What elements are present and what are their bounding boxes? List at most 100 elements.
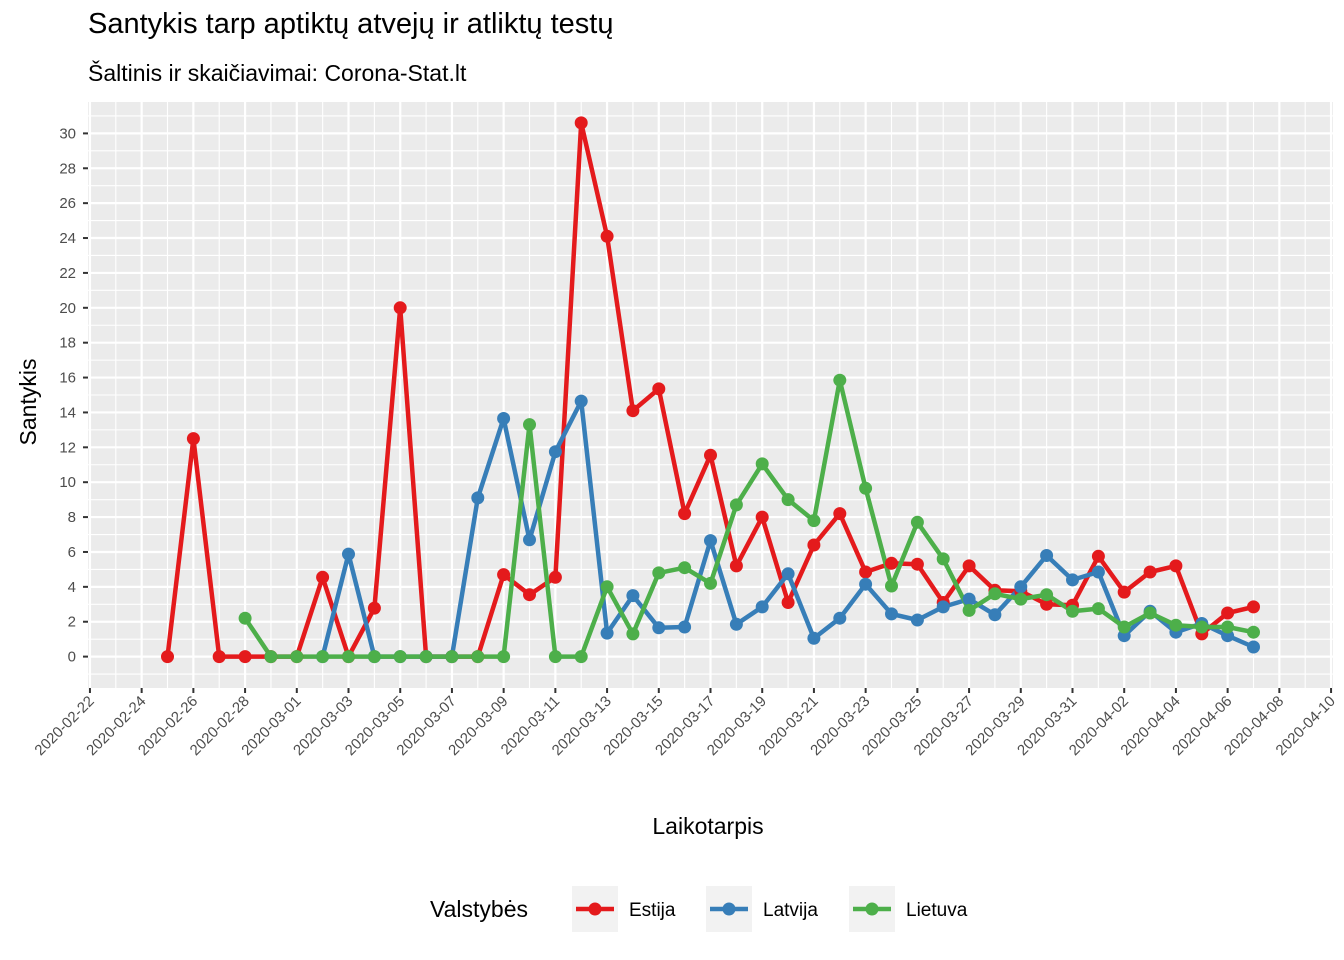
- data-point-latvija: [471, 491, 485, 505]
- data-point-latvija: [859, 577, 873, 591]
- data-point-latvija: [342, 547, 355, 561]
- data-point-lietuva: [962, 603, 976, 617]
- y-axis-title: Santykis: [15, 359, 41, 446]
- data-point-lietuva: [445, 650, 459, 664]
- data-point-latvija: [781, 567, 795, 581]
- legend-label-latvija: Latvija: [763, 900, 818, 921]
- data-point-latvija: [807, 631, 821, 645]
- data-point-lietuva: [833, 373, 847, 387]
- data-point-estija: [807, 538, 821, 552]
- data-point-lietuva: [1066, 604, 1079, 618]
- y-tick-label: 18: [59, 335, 76, 352]
- y-tick-label: 6: [68, 544, 76, 561]
- data-point-latvija: [678, 620, 692, 634]
- data-point-lietuva: [600, 580, 614, 594]
- data-point-latvija: [1066, 573, 1079, 587]
- data-point-latvija: [704, 534, 717, 548]
- legend-key-point-estija: [588, 902, 602, 916]
- y-tick-label: 14: [59, 404, 76, 421]
- data-point-estija: [833, 507, 847, 521]
- data-point-lietuva: [859, 481, 873, 495]
- data-point-lietuva: [264, 650, 278, 664]
- chart-subtitle: Šaltinis ir skaičiavimai: Corona-Stat.lt: [88, 60, 467, 86]
- data-point-estija: [238, 650, 252, 664]
- data-point-lietuva: [1221, 620, 1235, 634]
- legend-key-point-lietuva: [865, 902, 879, 916]
- data-point-estija: [626, 404, 640, 418]
- y-tick-label: 8: [68, 509, 76, 526]
- data-point-estija: [652, 382, 666, 396]
- data-point-lietuva: [471, 650, 485, 664]
- data-point-latvija: [988, 608, 1002, 622]
- data-point-lietuva: [910, 515, 924, 529]
- data-point-estija: [367, 601, 381, 615]
- data-point-latvija: [962, 592, 976, 606]
- y-tick-label: 24: [59, 230, 76, 247]
- data-point-lietuva: [729, 498, 743, 512]
- data-point-lietuva: [1091, 602, 1105, 616]
- data-point-latvija: [652, 621, 666, 635]
- data-point-lietuva: [419, 650, 433, 664]
- data-point-estija: [755, 510, 769, 524]
- y-tick-label: 20: [59, 300, 76, 317]
- data-point-lietuva: [1143, 606, 1157, 620]
- data-point-estija: [393, 301, 407, 315]
- data-point-lietuva: [678, 561, 692, 575]
- data-point-estija: [523, 588, 536, 602]
- data-point-lietuva: [755, 457, 769, 471]
- y-tick-label: 12: [59, 439, 76, 456]
- data-point-estija: [1091, 549, 1105, 563]
- data-point-latvija: [548, 445, 562, 459]
- data-point-lietuva: [548, 650, 562, 664]
- data-point-lietuva: [988, 587, 1002, 601]
- data-point-lietuva: [807, 514, 821, 528]
- data-point-lietuva: [1117, 620, 1131, 634]
- data-point-lietuva: [393, 650, 407, 664]
- data-point-latvija: [885, 607, 898, 621]
- y-tick-label: 28: [59, 160, 76, 177]
- legend-label-estija: Estija: [629, 900, 676, 921]
- data-point-estija: [859, 565, 873, 579]
- data-point-estija: [186, 432, 200, 446]
- data-point-estija: [1040, 597, 1054, 611]
- y-tick-label: 0: [68, 649, 76, 666]
- data-point-estija: [1117, 585, 1131, 599]
- data-point-latvija: [729, 617, 743, 631]
- series-line-lietuva: [243, 377, 1254, 659]
- data-point-latvija: [574, 394, 588, 408]
- chart-title: Santykis tarp aptiktų atvejų ir atliktų …: [88, 8, 614, 40]
- data-point-lietuva: [704, 576, 717, 590]
- data-point-estija: [1247, 600, 1260, 614]
- data-point-latvija: [1014, 580, 1028, 594]
- data-point-lietuva: [238, 611, 252, 625]
- data-point-latvija: [626, 589, 640, 603]
- data-point-estija: [962, 559, 976, 573]
- data-point-lietuva: [1040, 588, 1054, 602]
- data-point-lietuva: [885, 579, 898, 593]
- data-point-latvija: [497, 412, 511, 425]
- data-point-latvija: [833, 611, 847, 625]
- data-point-estija: [548, 570, 562, 584]
- data-point-estija: [161, 650, 174, 664]
- y-tick-label: 16: [59, 370, 76, 387]
- data-point-latvija: [910, 613, 924, 627]
- x-axis: 2020-02-222020-02-242020-02-262020-02-28…: [31, 688, 1339, 759]
- data-point-estija: [704, 448, 717, 462]
- data-point-lietuva: [290, 650, 304, 664]
- data-point-estija: [574, 116, 588, 130]
- data-point-lietuva: [523, 418, 536, 432]
- data-point-estija: [885, 556, 898, 570]
- data-point-latvija: [1091, 565, 1105, 579]
- legend: Valstybės Estija Latvija Lietuva: [430, 886, 968, 932]
- data-point-lietuva: [1247, 625, 1260, 639]
- x-axis-title: Laikotarpis: [652, 813, 763, 839]
- data-point-latvija: [1247, 640, 1260, 654]
- data-point-latvija: [755, 600, 769, 614]
- data-point-lietuva: [1014, 592, 1028, 606]
- data-point-lietuva: [574, 650, 588, 664]
- data-point-estija: [729, 559, 743, 573]
- data-point-latvija: [1040, 549, 1054, 562]
- legend-title: Valstybės: [430, 896, 528, 922]
